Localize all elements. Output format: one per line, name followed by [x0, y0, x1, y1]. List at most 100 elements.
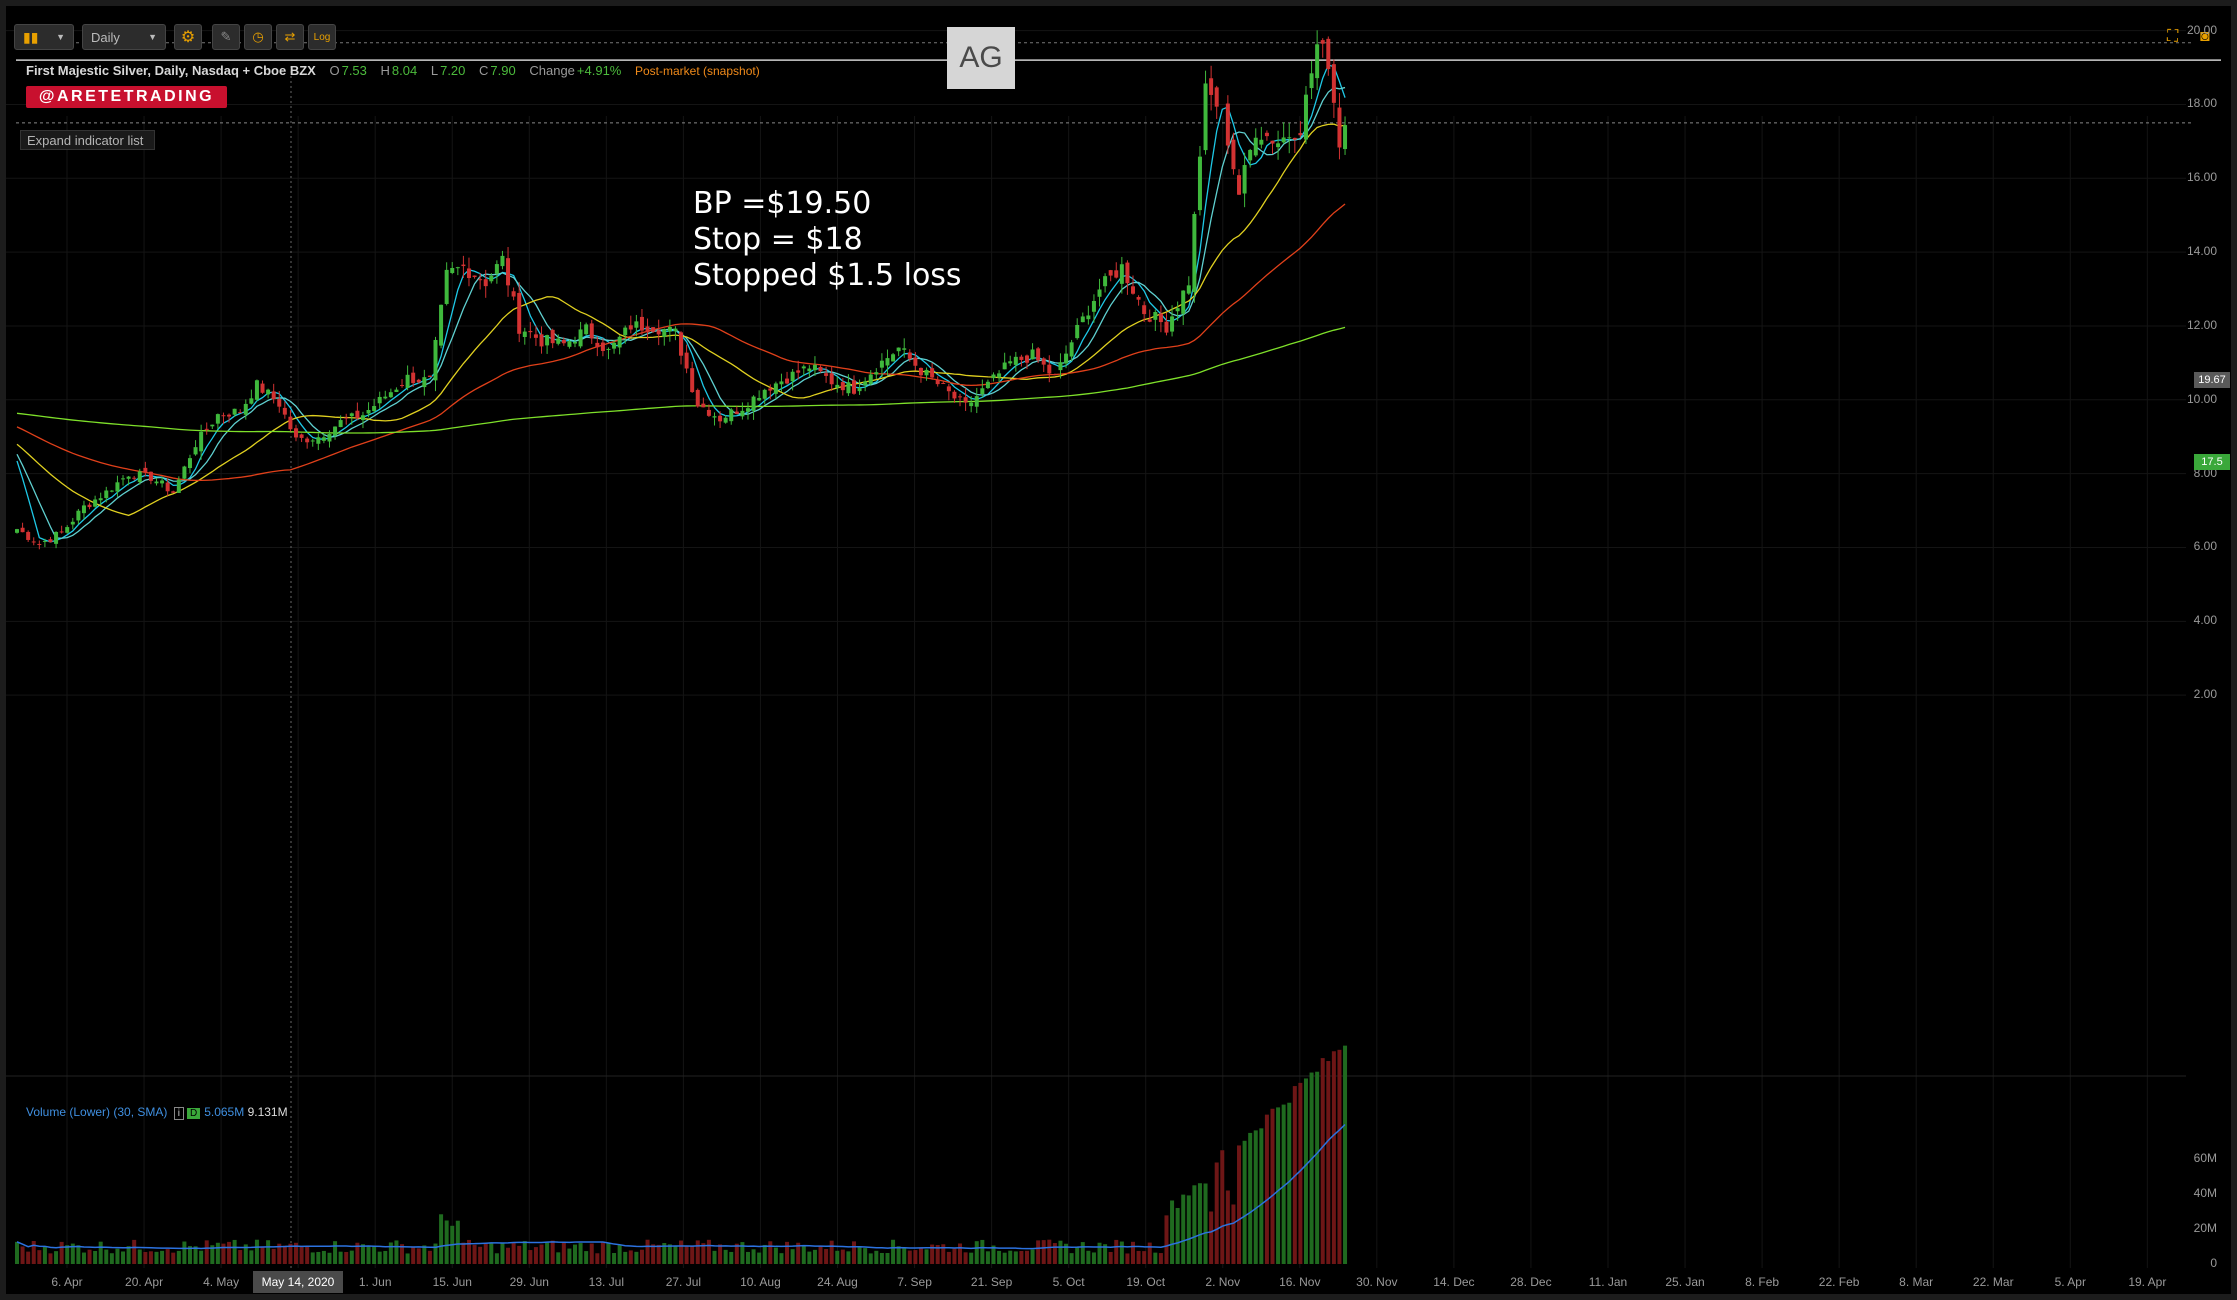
volume-bar — [1287, 1102, 1292, 1264]
volume-tick-label: 0 — [2210, 1256, 2217, 1270]
candle-body — [1181, 290, 1186, 314]
candle-body — [902, 348, 907, 350]
candle-body — [1019, 356, 1024, 360]
candle-body — [1158, 313, 1163, 323]
price-badge-last: 17.5 — [2194, 454, 2230, 470]
candle-body — [751, 396, 756, 411]
volume-bar — [734, 1243, 739, 1264]
volume-bar — [790, 1249, 795, 1264]
volume-bar — [411, 1246, 416, 1264]
volume-bar — [1091, 1252, 1096, 1264]
volume-bar — [969, 1252, 974, 1264]
candle-body — [997, 373, 1002, 378]
volume-bar — [930, 1244, 935, 1264]
volume-bar — [980, 1239, 985, 1264]
time-tick-label: 27. Jul — [665, 1275, 702, 1289]
compare-icon[interactable]: ⇄ — [276, 24, 304, 50]
volume-bar — [1337, 1049, 1342, 1264]
candle-body — [137, 471, 142, 483]
candle-body — [1276, 143, 1281, 148]
watermark-badge: @ARETETRADING — [26, 86, 227, 108]
time-tick-label: 13. Jul — [588, 1275, 625, 1289]
candle-body — [282, 407, 287, 415]
volume-bar — [1019, 1251, 1024, 1264]
interval-select[interactable]: Daily ▼ — [82, 24, 166, 50]
candle-body — [210, 424, 215, 427]
candle-body — [874, 372, 879, 375]
volume-bar — [991, 1245, 996, 1264]
volume-bar — [907, 1250, 912, 1264]
ma-line — [16, 203, 1346, 482]
fullscreen-icon[interactable]: ⛶ — [2167, 28, 2179, 45]
candle-body — [517, 292, 522, 334]
volume-bar — [1170, 1200, 1175, 1264]
volume-bar — [639, 1249, 644, 1264]
candle-body — [857, 388, 862, 392]
candle-body — [852, 380, 856, 394]
candle-body — [662, 329, 667, 338]
candle-body — [1075, 324, 1080, 339]
volume-bar — [171, 1252, 176, 1264]
volume-bar — [210, 1245, 215, 1264]
candle-body — [461, 264, 466, 267]
candle-body — [1147, 319, 1152, 322]
volume-bar — [1203, 1183, 1208, 1264]
candle-body — [1337, 107, 1342, 148]
volume-bar — [26, 1251, 31, 1264]
volume-bar — [1281, 1104, 1286, 1264]
volume-bar — [701, 1243, 706, 1264]
volume-bar — [729, 1251, 734, 1264]
price-tick-label: 16.00 — [2186, 170, 2217, 185]
volume-bar — [941, 1244, 946, 1264]
volume-bar — [1008, 1250, 1013, 1264]
log-button[interactable]: Log — [308, 24, 336, 50]
candle-body — [1064, 353, 1069, 364]
candle-body — [1186, 285, 1191, 294]
volume-bar — [282, 1245, 287, 1264]
time-tick-label: 16. Nov — [1279, 1275, 1321, 1289]
price-chart[interactable] — [6, 6, 2231, 1294]
candle-body — [160, 480, 165, 484]
candle-body — [1343, 125, 1348, 150]
time-tick-label: 2. Nov — [1205, 1275, 1241, 1289]
volume-bar — [1058, 1240, 1063, 1264]
high-label: H — [380, 63, 390, 78]
volume-bar — [478, 1246, 483, 1264]
candle-body — [779, 381, 784, 385]
clock-icon[interactable]: ◷ — [244, 24, 272, 50]
candle-body — [958, 396, 963, 398]
volume-bar — [59, 1241, 64, 1264]
pencil-icon[interactable]: ✎ — [212, 24, 240, 50]
volume-bar — [360, 1244, 365, 1264]
volume-bar — [1030, 1249, 1035, 1264]
candle-body — [1108, 270, 1113, 276]
volume-bar — [595, 1253, 600, 1264]
annotation-line: Stopped $1.5 loss — [693, 258, 962, 293]
volume-bar — [160, 1250, 165, 1264]
time-tick-label: 22. Mar — [1972, 1275, 2014, 1289]
volume-bar — [1181, 1194, 1186, 1264]
candle-body — [1069, 342, 1074, 357]
candle-body — [1142, 305, 1147, 315]
candle-body — [1103, 276, 1108, 287]
expand-indicator-button[interactable]: Expand indicator list — [20, 130, 155, 150]
camera-icon[interactable]: ◙ — [2200, 28, 2210, 45]
candle-body — [299, 434, 304, 438]
candle-body — [310, 440, 315, 442]
candle-body — [935, 379, 940, 385]
candle-body — [561, 340, 566, 344]
chart-style-button[interactable]: ▮▮ ▼ — [14, 24, 74, 50]
candle-body — [478, 279, 483, 281]
close-label: C — [479, 63, 489, 78]
price-tick-label: 2.00 — [2193, 687, 2217, 702]
info-icon[interactable]: i — [173, 1107, 184, 1120]
candle-body — [455, 267, 460, 269]
volume-bar — [1041, 1240, 1046, 1264]
volume-bar — [779, 1253, 784, 1264]
candle-body — [176, 479, 181, 493]
time-tick-label: 5. Oct — [1052, 1275, 1085, 1289]
gear-icon[interactable]: ⚙ — [174, 24, 202, 50]
candle-body — [249, 398, 254, 404]
candle-body — [706, 409, 711, 416]
volume-bar — [656, 1244, 661, 1264]
